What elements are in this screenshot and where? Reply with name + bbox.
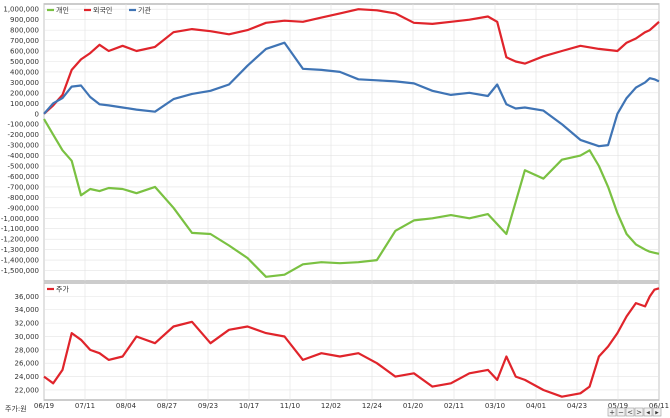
chart-control-icon: − (618, 409, 624, 417)
x-tick-label: 01/20 (403, 402, 423, 410)
x-tick-label: 06/11 (649, 402, 669, 410)
series-line-주가 (43, 287, 660, 398)
chart-control-button[interactable] (652, 407, 662, 417)
x-tick-label: 06/19 (34, 402, 54, 410)
bottom-y-tick-label: 30,000 (15, 333, 40, 341)
series-line-기관 (43, 41, 660, 148)
top-y-tick-label: -900,000 (8, 204, 39, 212)
top-y-tick-label: 400,000 (10, 68, 39, 76)
x-tick-label: 12/02 (321, 402, 341, 410)
legend-label: 기관 (138, 6, 151, 15)
top-y-tick-label: -700,000 (8, 183, 39, 191)
top-y-tick-label: -1,400,000 (1, 257, 39, 265)
chart-control-button[interactable] (625, 407, 635, 417)
top-y-tick-label: 300,000 (10, 79, 39, 87)
bottom-y-axis-label: 주가:원 (5, 404, 27, 413)
x-tick-label: 12/24 (362, 402, 383, 410)
bottom-y-tick-label: 28,000 (15, 346, 40, 354)
legend-label: 개인 (56, 6, 69, 15)
chart-control-button[interactable] (643, 407, 653, 417)
chart-control-button[interactable] (607, 407, 617, 417)
chart-control-icon: < (627, 409, 633, 417)
x-tick-label: 05/19 (608, 402, 628, 410)
top-y-tick-label: -200,000 (8, 131, 39, 139)
chart-control-icon: > (636, 409, 642, 417)
top-y-tick-label: -600,000 (8, 173, 39, 181)
top-y-tick-label: 200,000 (10, 89, 39, 97)
top-plot-area (43, 3, 660, 282)
chart-control-button[interactable] (634, 407, 644, 417)
top-y-tick-label: 900,000 (10, 16, 39, 24)
x-tick-label: 07/11 (75, 402, 95, 410)
bottom-plot-area (43, 282, 660, 401)
top-y-tick-label: -1,000,000 (1, 215, 39, 223)
top-y-tick-label: 500,000 (10, 58, 39, 66)
chart-control-icon: ▸ (655, 409, 659, 417)
bottom-y-tick-label: 32,000 (15, 320, 40, 328)
top-y-tick-label: 700,000 (10, 37, 39, 45)
series-line-외국인 (43, 8, 660, 115)
x-tick-label: 04/01 (526, 402, 546, 410)
top-y-tick-label: -1,300,000 (1, 246, 39, 254)
top-y-tick-label: 1,000,000 (3, 6, 39, 14)
x-tick-label: 08/04 (116, 402, 137, 410)
x-tick-label: 09/23 (198, 402, 218, 410)
bottom-y-tick-label: 34,000 (15, 306, 40, 314)
bottom-y-tick-label: 24,000 (15, 373, 40, 381)
top-y-tick-label: -1,200,000 (1, 236, 39, 244)
top-y-tick-label: -500,000 (8, 163, 39, 171)
x-tick-label: 08/27 (157, 402, 177, 410)
series-line-개인 (43, 118, 660, 278)
top-y-tick-label: 0 (35, 110, 39, 118)
top-y-tick-label: 800,000 (10, 27, 39, 35)
bottom-y-tick-label: 22,000 (15, 386, 40, 394)
x-tick-label: 10/17 (239, 402, 259, 410)
legend-label: 외국인 (93, 6, 112, 15)
bottom-y-tick-label: 26,000 (15, 360, 40, 368)
chart-control-icon: + (609, 409, 615, 417)
x-tick-label: 03/10 (485, 402, 505, 410)
chart-control-icon: ◂ (646, 409, 650, 417)
top-y-tick-label: -800,000 (8, 194, 39, 202)
chart-control-button[interactable] (616, 407, 626, 417)
top-y-tick-label: 100,000 (10, 100, 39, 108)
bottom-y-tick-label: 36,000 (15, 293, 40, 301)
top-y-tick-label: -100,000 (8, 121, 39, 129)
top-y-tick-label: -300,000 (8, 142, 39, 150)
top-y-tick-label: -1,100,000 (1, 225, 39, 233)
x-tick-label: 11/10 (280, 402, 300, 410)
top-y-tick-label: 600,000 (10, 48, 39, 56)
x-tick-label: 02/11 (444, 402, 464, 410)
top-y-tick-label: -400,000 (8, 152, 39, 160)
top-y-tick-label: -1,500,000 (1, 267, 39, 275)
x-tick-label: 04/23 (567, 402, 587, 410)
legend-label: 주가 (56, 285, 69, 294)
